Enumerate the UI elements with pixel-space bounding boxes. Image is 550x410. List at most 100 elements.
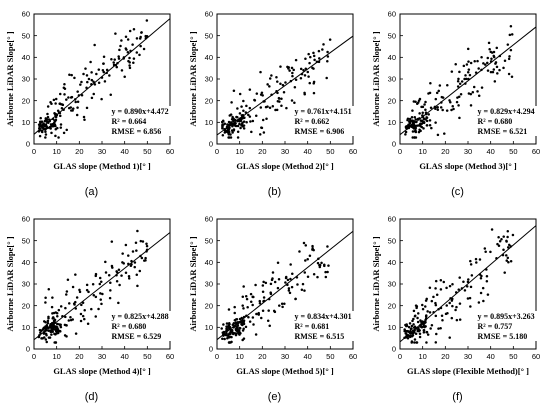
data-point [54,124,57,128]
data-point [115,65,119,69]
data-point [440,314,444,317]
data-point [90,96,94,100]
scatter-chart: 0 10 20 30 40 50 60 0 10 20 30 40 50 60 GLAS slope (Me… [5,215,175,376]
y-tick-label: 0 [392,140,396,149]
data-point [220,327,223,330]
data-point [406,117,410,120]
data-point [424,100,427,104]
data-point [56,126,59,130]
data-point [239,126,242,130]
data-point [428,123,432,127]
data-point [284,281,287,284]
data-point [100,97,103,101]
data-point [139,239,143,243]
data-point [222,323,225,326]
data-point [109,289,112,292]
data-point [53,111,56,115]
data-point [276,80,279,83]
data-point [54,118,58,122]
x-tick-label: 10 [52,147,60,156]
data-point [64,306,67,310]
scatter-chart: 0 10 20 30 40 50 60 0 10 20 30 40 50 60 GLAS slope (Me… [188,215,358,376]
data-point [413,116,417,119]
x-tick-label: 0 [32,147,36,156]
data-point [134,241,138,244]
x-tick-label: 40 [120,147,128,156]
y-tick-label: 10 [205,118,213,127]
data-point [278,100,281,103]
x-tick-label: 10 [235,352,243,361]
data-point [445,286,448,290]
data-point [509,24,513,28]
x-tick-label: 60 [532,147,540,156]
data-point [63,93,66,96]
data-point [411,136,414,139]
data-point [502,248,505,251]
data-point [268,106,272,109]
data-point [45,323,49,327]
data-point [410,115,414,119]
data-point [326,245,329,248]
data-point [477,94,481,97]
data-point [323,263,326,266]
data-point [497,236,500,239]
data-point [145,244,149,248]
data-point [430,126,433,130]
x-tick-label: 40 [486,352,494,361]
data-point [311,244,314,248]
data-point [257,311,260,315]
data-point [326,270,329,274]
data-point [119,44,122,48]
data-point [495,46,499,50]
data-point [101,69,105,72]
data-point [425,314,428,317]
data-point [493,80,497,83]
data-point [236,324,240,327]
data-point [469,305,472,308]
data-point [51,296,54,299]
data-point [244,295,248,298]
data-point [437,327,440,330]
y-tick-label: 30 [22,280,30,289]
data-point [484,63,487,66]
data-point [421,307,425,311]
data-point [280,97,283,100]
data-point [259,106,263,109]
data-point [124,35,128,38]
data-point [82,72,85,76]
data-point [59,323,62,326]
data-point [507,72,511,76]
data-point [83,309,86,312]
y-tick-label: 0 [209,345,213,354]
x-tick-label: 40 [303,352,311,361]
data-point [85,74,89,77]
y-tick-label: 50 [22,236,30,245]
scatter-panel-c: 0 10 20 30 40 50 60 0 10 20 30 40 50 60 GLAS slope (Me… [366,0,549,205]
data-point [475,261,478,264]
data-point [423,103,426,106]
data-point [238,333,241,336]
data-point [44,301,47,304]
data-point [124,243,128,247]
data-point [250,130,253,134]
data-point [54,97,58,101]
data-point [255,312,258,316]
annotation-background [476,106,541,116]
data-point [510,33,514,36]
data-point [258,301,262,305]
data-point [37,123,41,126]
data-point [262,280,265,284]
data-point [276,261,280,264]
data-point [56,331,60,335]
data-point [249,292,253,296]
data-point [102,62,105,65]
data-point [83,317,86,321]
data-point [269,291,272,294]
annotation-background [293,321,358,331]
data-point [418,112,421,115]
data-point [97,307,100,311]
data-point [291,71,294,75]
x-tick-label: 0 [398,352,402,361]
data-point [434,97,438,101]
data-point [108,74,111,77]
